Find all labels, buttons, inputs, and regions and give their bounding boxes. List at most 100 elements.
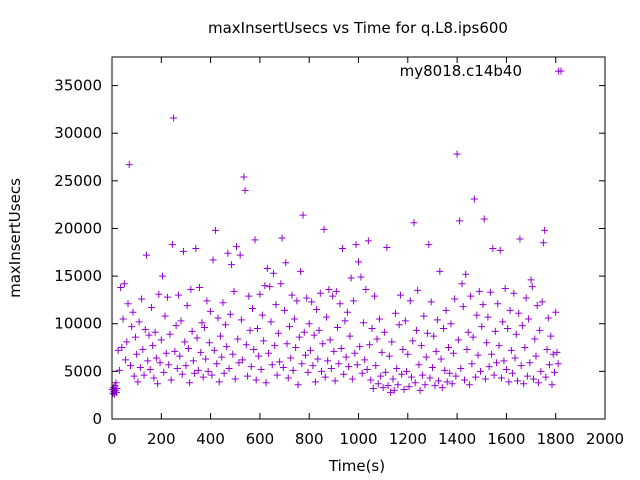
x-tick-label: 1400 xyxy=(438,430,476,448)
data-point xyxy=(435,377,443,385)
data-point xyxy=(346,332,354,340)
data-point xyxy=(250,345,258,353)
data-point xyxy=(194,366,202,374)
data-point xyxy=(327,365,335,373)
data-point xyxy=(119,315,127,323)
data-point xyxy=(200,324,208,332)
data-point xyxy=(475,287,483,295)
data-point xyxy=(441,366,449,374)
data-point xyxy=(258,311,266,319)
data-point xyxy=(368,325,376,332)
data-point xyxy=(338,244,346,252)
data-point xyxy=(337,345,345,353)
data-point xyxy=(528,283,536,291)
data-point xyxy=(554,360,562,368)
data-point xyxy=(157,336,165,344)
data-point xyxy=(154,380,162,388)
data-point xyxy=(462,270,470,278)
data-point xyxy=(315,326,323,334)
data-point xyxy=(391,309,399,317)
data-point xyxy=(388,338,396,346)
data-point xyxy=(332,287,340,295)
data-point xyxy=(249,304,257,312)
data-point xyxy=(449,349,457,357)
x-tick-label: 1800 xyxy=(537,430,575,448)
data-point xyxy=(145,331,153,339)
data-point xyxy=(308,298,316,306)
data-point xyxy=(437,355,445,363)
data-point xyxy=(358,369,366,377)
data-point xyxy=(364,237,372,245)
chart-title: maxInsertUsecs vs Time for q.L8.ips600 xyxy=(208,19,508,37)
data-point xyxy=(488,350,496,358)
data-point xyxy=(210,346,218,354)
data-point xyxy=(499,318,507,326)
x-tick-label: 600 xyxy=(246,430,275,448)
data-point xyxy=(124,300,132,308)
data-point xyxy=(247,363,255,371)
data-point xyxy=(305,320,313,328)
x-tick-label: 800 xyxy=(295,430,324,448)
data-point xyxy=(336,300,344,308)
data-point xyxy=(547,332,555,340)
data-point xyxy=(407,373,415,381)
data-point xyxy=(334,324,342,332)
y-tick-label: 10000 xyxy=(54,315,102,333)
data-point xyxy=(522,294,530,302)
data-point xyxy=(279,364,287,372)
data-point xyxy=(464,328,472,336)
data-point xyxy=(113,385,121,393)
data-point xyxy=(366,341,374,349)
data-point xyxy=(256,290,264,298)
data-point xyxy=(501,284,509,292)
data-point xyxy=(468,360,476,368)
data-point xyxy=(367,376,375,384)
data-point xyxy=(126,362,134,370)
data-point xyxy=(209,256,217,264)
data-point xyxy=(380,328,388,336)
data-point xyxy=(443,378,451,386)
data-point xyxy=(495,342,503,350)
data-point xyxy=(318,367,326,375)
data-point xyxy=(304,368,312,376)
data-point xyxy=(183,302,191,310)
legend-marker xyxy=(557,67,565,75)
data-point xyxy=(149,342,157,350)
data-point xyxy=(144,357,152,365)
data-point xyxy=(406,297,414,305)
data-point xyxy=(214,314,222,322)
data-point xyxy=(345,363,353,371)
data-point xyxy=(494,300,502,308)
data-point xyxy=(470,195,478,203)
data-point xyxy=(520,380,528,388)
data-point xyxy=(442,306,450,314)
data-point xyxy=(403,367,411,375)
data-point xyxy=(133,350,141,358)
data-point xyxy=(129,308,137,316)
data-point xyxy=(504,325,512,332)
data-point xyxy=(176,352,184,360)
data-point xyxy=(197,348,205,356)
y-tick-label: 25000 xyxy=(54,172,102,190)
data-point xyxy=(405,383,413,391)
data-point xyxy=(531,335,539,343)
data-point xyxy=(527,276,535,284)
data-point xyxy=(440,325,448,332)
data-point xyxy=(166,330,174,338)
data-point xyxy=(151,328,159,336)
data-point xyxy=(189,357,197,365)
data-point xyxy=(147,304,155,312)
data-point xyxy=(204,367,212,375)
data-point xyxy=(162,349,170,357)
data-point xyxy=(331,377,339,385)
data-point xyxy=(372,362,380,370)
data-point xyxy=(163,293,171,301)
data-point xyxy=(493,359,501,367)
data-point xyxy=(237,316,245,324)
data-point xyxy=(234,335,242,343)
data-point xyxy=(453,150,461,158)
data-point xyxy=(122,356,130,364)
data-point xyxy=(175,291,183,299)
x-tick-label: 1000 xyxy=(339,430,377,448)
data-point xyxy=(112,379,120,387)
